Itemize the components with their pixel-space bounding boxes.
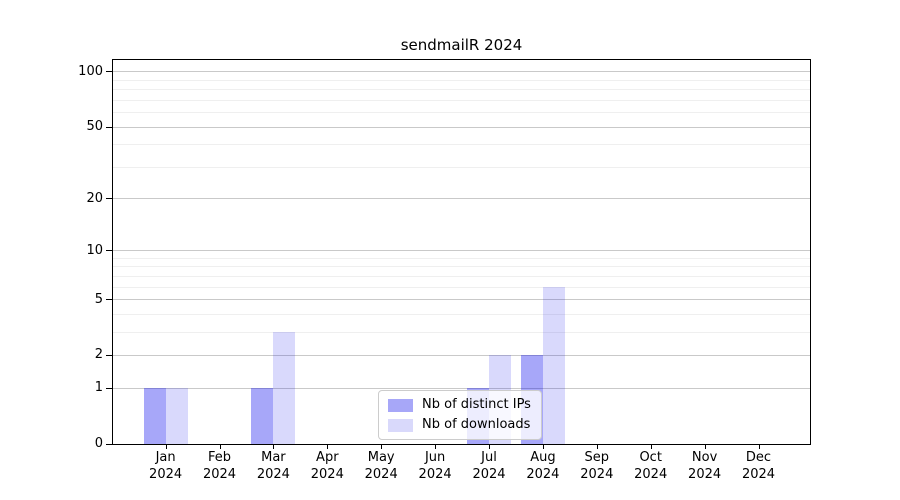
x-tick-label-jul: Jul 2024 <box>472 450 506 482</box>
gridline-minor-90 <box>113 79 810 81</box>
x-tick-oct <box>650 445 652 449</box>
x-tick-label-aug: Aug 2024 <box>526 450 560 482</box>
legend-entry-distinct-ips: Nb of distinct IPs <box>388 397 531 413</box>
gridline-minor-70 <box>113 99 810 101</box>
plot-area: Nb of distinct IPs Nb of downloads <box>112 59 811 445</box>
x-tick-label-may: May 2024 <box>364 450 398 482</box>
x-tick-apr <box>327 445 329 449</box>
x-tick-jun <box>435 445 437 449</box>
gridline-minor-30 <box>113 166 810 168</box>
gridline-major-10 <box>113 250 810 252</box>
y-tick-2 <box>106 354 112 356</box>
legend-label-distinct-ips: Nb of distinct IPs <box>422 397 531 412</box>
x-tick-aug <box>542 445 544 449</box>
gridlines-layer <box>113 60 810 444</box>
x-tick-label-sep: Sep 2024 <box>580 450 614 482</box>
legend-swatch-distinct-ips <box>388 398 413 412</box>
x-tick-label-nov: Nov 2024 <box>688 450 722 482</box>
gridline-major-1 <box>113 387 810 389</box>
x-tick-may <box>381 445 383 449</box>
bar-downloads-jan <box>165 388 188 444</box>
gridline-minor-3 <box>113 331 810 333</box>
y-tick-label-20: 20 <box>86 190 103 206</box>
x-tick-jan <box>165 445 167 449</box>
y-tick-label-100: 100 <box>78 63 103 79</box>
x-tick-dec <box>758 445 760 449</box>
y-tick-label-2: 2 <box>94 347 103 363</box>
y-tick-10 <box>106 250 112 252</box>
y-tick-1 <box>106 387 112 389</box>
y-tick-20 <box>106 198 112 200</box>
x-tick-nov <box>704 445 706 449</box>
bar-ips-jan <box>143 388 166 444</box>
chart-title: sendmailR 2024 <box>400 36 523 54</box>
y-tick-5 <box>106 299 112 301</box>
gridline-major-2 <box>113 354 810 356</box>
y-tick-0 <box>106 443 112 445</box>
x-tick-label-oct: Oct 2024 <box>634 450 668 482</box>
legend-label-downloads: Nb of downloads <box>422 417 531 432</box>
bar-downloads-aug <box>542 287 565 444</box>
gridline-minor-7 <box>113 275 810 277</box>
x-tick-mar <box>273 445 275 449</box>
gridline-major-5 <box>113 299 810 301</box>
x-tick-label-dec: Dec 2024 <box>741 450 776 482</box>
y-tick-label-0: 0 <box>94 436 103 451</box>
x-tick-feb <box>219 445 221 449</box>
x-tick-label-feb: Feb 2024 <box>202 450 237 482</box>
x-tick-sep <box>596 445 598 449</box>
gridline-minor-80 <box>113 89 810 91</box>
y-tick-50 <box>106 126 112 128</box>
gridline-major-50 <box>113 126 810 128</box>
gridline-minor-60 <box>113 112 810 114</box>
gridline-minor-6 <box>113 286 810 288</box>
x-tick-label-mar: Mar 2024 <box>256 450 290 482</box>
x-tick-label-apr: Apr 2024 <box>310 450 344 482</box>
gridline-minor-40 <box>113 144 810 146</box>
x-tick-jul <box>489 445 490 449</box>
gridline-minor-9 <box>113 257 810 259</box>
y-tick-100 <box>106 71 112 73</box>
bars-layer <box>113 60 810 444</box>
legend-swatch-downloads <box>388 418 413 432</box>
gridline-major-100 <box>113 71 810 73</box>
x-tick-label-jun: Jun 2024 <box>418 450 452 482</box>
y-tick-label-5: 5 <box>94 291 103 307</box>
y-tick-label-10: 10 <box>86 242 103 258</box>
gridline-minor-8 <box>113 266 810 268</box>
legend: Nb of distinct IPs Nb of downloads <box>378 390 542 440</box>
bar-ips-mar <box>251 388 274 444</box>
y-tick-label-1: 1 <box>94 380 103 396</box>
gridline-minor-4 <box>113 313 810 315</box>
gridline-major-20 <box>113 198 810 200</box>
legend-entry-downloads: Nb of downloads <box>388 417 531 433</box>
y-tick-label-50: 50 <box>86 119 103 135</box>
x-tick-label-jan: Jan 2024 <box>149 450 183 482</box>
bar-downloads-mar <box>273 332 296 444</box>
